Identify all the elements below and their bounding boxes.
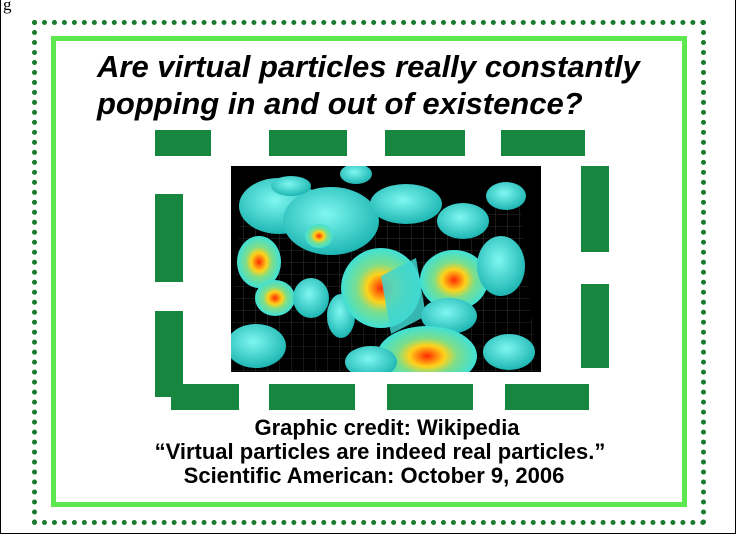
headline-line-1: Are virtual particles really constantly — [97, 49, 640, 84]
frame-dash — [501, 130, 585, 156]
frame-dash — [269, 130, 347, 156]
frame-dash — [581, 284, 609, 368]
frame-dash — [385, 130, 465, 156]
outer-dotted-border — [32, 20, 706, 525]
frame-dash — [155, 194, 183, 282]
frame-dash — [387, 384, 473, 410]
frame-dash — [581, 166, 609, 252]
headline-line-2: popping in and out of existence? — [97, 86, 583, 121]
quote-text: “Virtual particles are indeed real parti… — [154, 439, 606, 464]
frame-dash — [269, 384, 355, 410]
headline: Are virtual particles really constantly … — [97, 48, 677, 122]
graphic-credit: Graphic credit: Wikipedia — [254, 415, 520, 440]
inner-solid-border — [51, 36, 687, 507]
quantum-foam-image — [231, 166, 541, 372]
credit-block: Graphic credit: Wikipedia “Virtual parti… — [97, 416, 677, 488]
frame-dash — [155, 311, 183, 397]
frame-dash — [155, 130, 211, 156]
source-citation: Scientific American: October 9, 2006 — [183, 463, 565, 488]
frame-dash — [171, 384, 239, 410]
cropped-text-fragment: g — [3, 0, 12, 14]
frame-dash — [505, 384, 589, 410]
quantum-foam-visualization-icon — [231, 166, 541, 372]
